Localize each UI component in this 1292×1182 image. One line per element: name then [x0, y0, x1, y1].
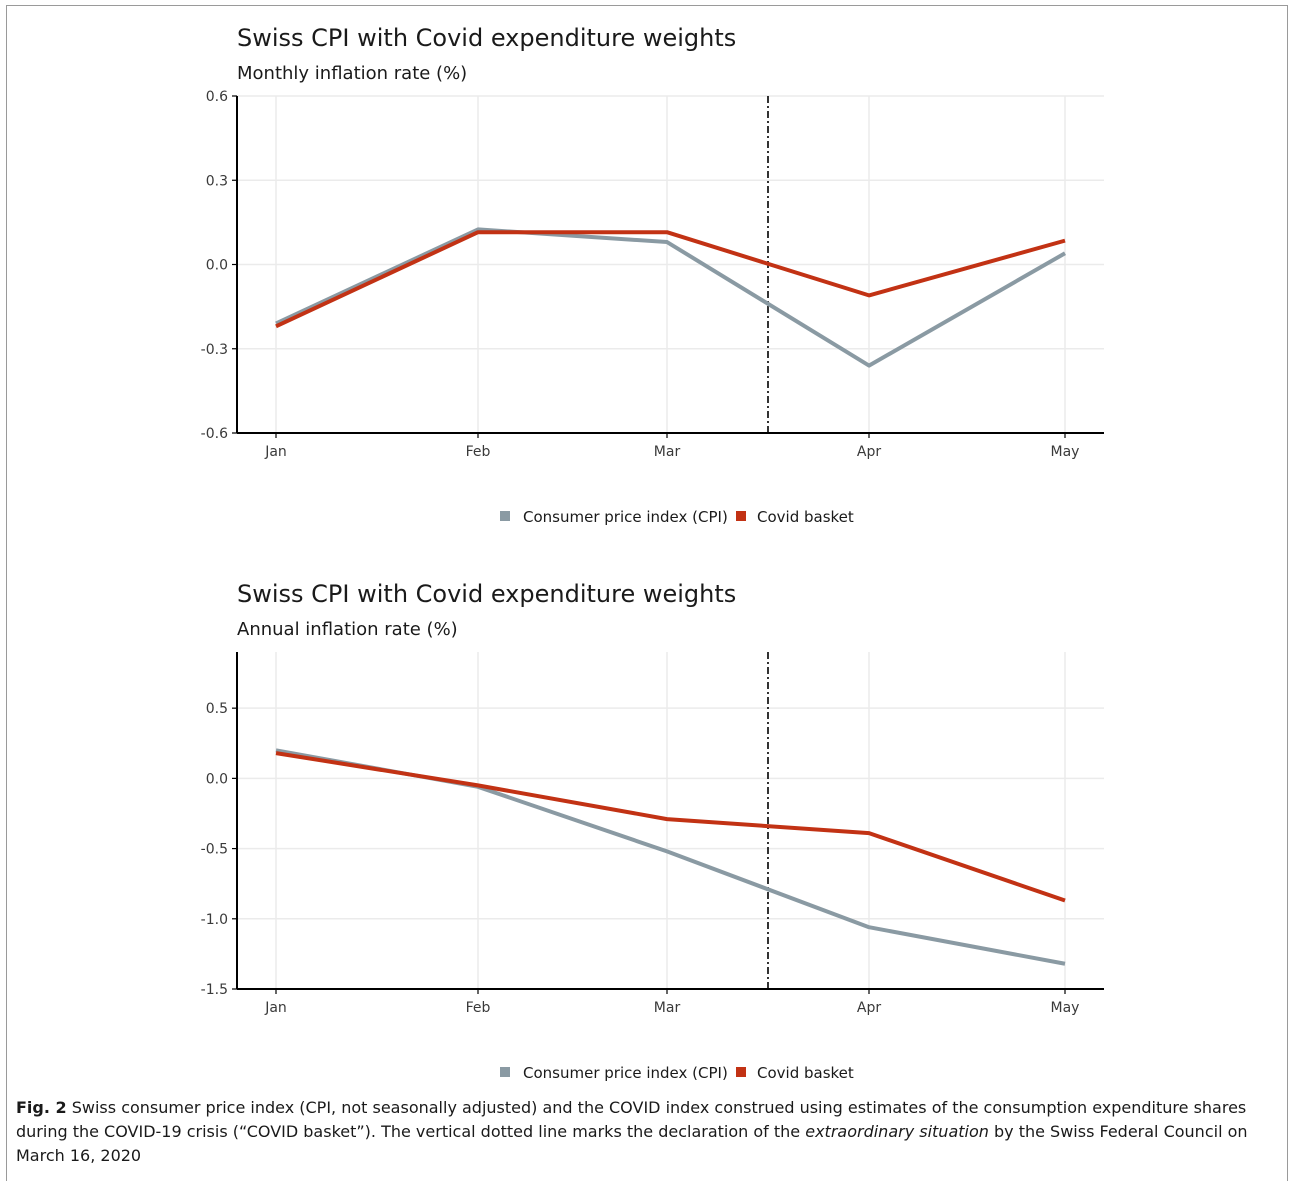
y-tick-label: 0.5: [206, 701, 228, 717]
legend: Consumer price index (CPI) Covid basket: [500, 508, 854, 526]
y-tick-label: -0.3: [201, 342, 228, 358]
plot-area: 0.6 0.3 0.0 -0.3 -0.6 Jan Feb Mar Apr May: [201, 89, 1104, 460]
caption-emphasis: extraordinary situation: [805, 1122, 989, 1141]
y-tick-label: -0.6: [201, 426, 228, 442]
legend-swatch-cpi: [500, 1067, 510, 1077]
chart-subtitle: Monthly inflation rate (%): [237, 63, 467, 84]
x-tick-label: Jan: [264, 1000, 287, 1016]
legend-swatch-covid: [736, 1067, 746, 1077]
chart-title: Swiss CPI with Covid expenditure weights: [237, 24, 736, 52]
x-tick-label: May: [1051, 1000, 1080, 1016]
legend-label-cpi: Consumer price index (CPI): [523, 1064, 728, 1082]
legend: Consumer price index (CPI) Covid basket: [500, 1064, 854, 1082]
legend-label-covid: Covid basket: [757, 508, 854, 526]
y-tick-label: -0.5: [201, 842, 228, 858]
series-line-cpi: [275, 227, 1066, 368]
series-line-covid: [275, 230, 1066, 329]
x-tick-label: Mar: [654, 444, 681, 460]
chart-subtitle: Annual inflation rate (%): [237, 619, 458, 640]
x-tick-label: Jan: [264, 444, 287, 460]
x-tick-label: Apr: [857, 444, 881, 460]
legend-swatch-cpi: [500, 511, 510, 521]
x-tick-label: Feb: [466, 444, 491, 460]
annual-inflation-chart: Swiss CPI with Covid expenditure weights…: [201, 580, 1104, 1082]
x-tick-label: Mar: [654, 1000, 681, 1016]
y-tick-label: 0.6: [206, 89, 228, 105]
chart-title: Swiss CPI with Covid expenditure weights: [237, 580, 736, 608]
y-tick-label: 0.3: [206, 173, 228, 189]
y-tick-label: 0.0: [206, 771, 228, 787]
x-tick-label: May: [1051, 444, 1080, 460]
y-tick-label: 0.0: [206, 258, 228, 274]
caption-text-before: Swiss consumer price index (CPI, not sea…: [16, 1098, 1247, 1141]
caption-label: Fig. 2: [16, 1098, 67, 1117]
monthly-inflation-chart: Swiss CPI with Covid expenditure weights…: [201, 24, 1104, 526]
series-line-covid: [275, 751, 1066, 903]
x-tick-label: Apr: [857, 1000, 881, 1016]
y-tick-label: -1.5: [201, 982, 228, 998]
series-line-cpi: [275, 748, 1066, 966]
figure-frame: [6, 5, 1288, 1181]
plot-area: 0.5 0.0 -0.5 -1.0 -1.5 Jan Feb Mar Apr May: [201, 652, 1104, 1016]
legend-label-covid: Covid basket: [757, 1064, 854, 1082]
legend-swatch-covid: [736, 511, 746, 521]
caption-text-after: by the Swiss Federal Council on March 16…: [16, 1122, 1248, 1165]
x-tick-label: Feb: [466, 1000, 491, 1016]
legend-label-cpi: Consumer price index (CPI): [523, 508, 728, 526]
figure-caption: Fig. 2 Swiss consumer price index (CPI, …: [16, 1096, 1278, 1168]
y-tick-label: -1.0: [201, 912, 228, 928]
